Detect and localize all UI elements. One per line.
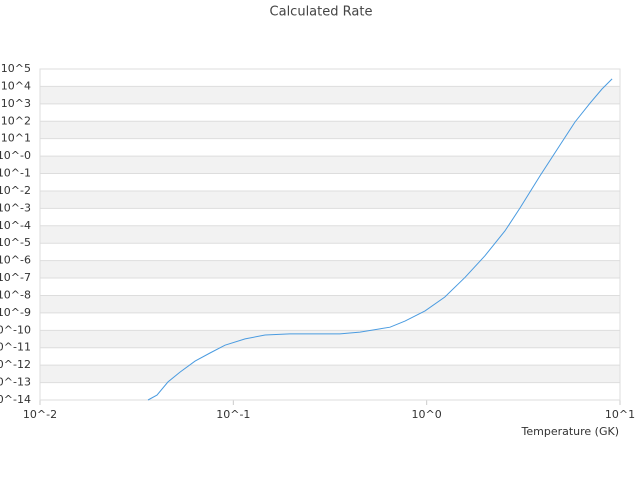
y-tick-label: 10^-4 xyxy=(0,219,31,232)
grid-band xyxy=(40,121,620,139)
y-tick-label: 10^3 xyxy=(1,97,31,110)
plot-frame xyxy=(39,68,621,401)
grid-band xyxy=(40,295,620,313)
y-tick-label: 10^-6 xyxy=(0,254,31,267)
grid-band xyxy=(40,156,620,174)
chart-title: Calculated Rate xyxy=(270,5,373,20)
x-axis-label: Temperature (GK) xyxy=(521,425,620,438)
y-tick-label: 10^-11 xyxy=(0,341,31,354)
y-tick-label: 10^4 xyxy=(1,79,31,92)
x-tick-label: 10^1 xyxy=(605,408,635,421)
y-tick-label: 10^-10 xyxy=(0,323,31,336)
data-line xyxy=(147,78,613,401)
grid-band xyxy=(40,225,620,244)
grid-band xyxy=(40,86,620,104)
x-tick-label: 10^-2 xyxy=(23,408,57,421)
x-tick-label: 10^-1 xyxy=(216,408,250,421)
y-tick-label: 10^-0 xyxy=(0,149,31,162)
grid-band xyxy=(40,330,620,348)
y-tick-label: 10^1 xyxy=(1,132,31,145)
y-tick-label: 10^-7 xyxy=(0,271,31,284)
y-tick-label: 10^-12 xyxy=(0,358,31,371)
y-tick-label: 10^-9 xyxy=(0,306,31,319)
y-tick-label: 10^-13 xyxy=(0,376,31,389)
x-tick-label: 10^0 xyxy=(412,408,442,421)
grid-band xyxy=(40,190,620,209)
y-tick-label: 10^2 xyxy=(1,114,31,127)
y-tick-label: 10^-3 xyxy=(0,201,31,214)
y-tick-label: 10^-8 xyxy=(0,288,31,301)
y-tick-label: 10^-14 xyxy=(0,393,31,406)
grid-band xyxy=(40,365,620,383)
y-tick-label: 10^-1 xyxy=(0,167,31,180)
y-tick-label: 10^5 xyxy=(1,62,31,75)
grid-band xyxy=(40,260,620,279)
y-tick-label: 10^-5 xyxy=(0,236,31,249)
y-tick-label: 10^-2 xyxy=(0,184,31,197)
